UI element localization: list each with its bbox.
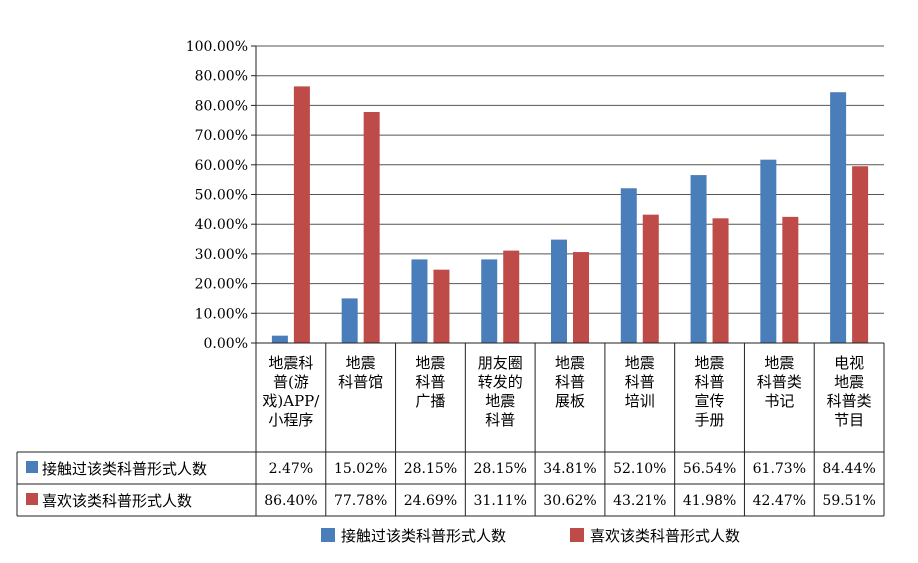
bar-1 (551, 239, 567, 343)
category-label: 科普 (555, 373, 585, 391)
bar-2 (573, 252, 589, 343)
y-tick-label: 40.00% (195, 217, 248, 233)
category-label: 书记 (764, 392, 794, 410)
bar-1 (620, 188, 637, 343)
table-cell: 59.51% (822, 493, 875, 509)
category-label: 宣传 (695, 392, 725, 410)
bar-1 (760, 159, 777, 343)
bar-1 (341, 298, 358, 343)
category-label: 地震 (346, 354, 376, 372)
bar-1 (830, 92, 847, 344)
table-cell: 24.69% (404, 493, 457, 509)
table-cell: 84.44% (822, 461, 875, 477)
category-label: 地震 (834, 373, 864, 391)
table-cell: 56.54% (683, 461, 736, 477)
bar-2 (433, 269, 450, 343)
table-cell: 52.10% (613, 461, 666, 477)
bar-1 (271, 335, 288, 343)
legend-swatch (570, 528, 584, 542)
category-label: 科普 (485, 411, 515, 429)
category-label: 地震 (555, 354, 585, 372)
y-tick-label: 70.00% (195, 128, 248, 144)
category-label: 手册 (695, 411, 725, 429)
table-cell: 77.78% (334, 493, 387, 509)
category-label: 小程序 (268, 411, 313, 429)
row-legend-swatch (26, 493, 38, 505)
y-tick-label: 80.00% (195, 98, 248, 114)
category-label: 地震 (625, 354, 655, 372)
category-label: 电视 (834, 354, 864, 372)
bar-2 (363, 111, 380, 343)
gridlines (255, 45, 884, 516)
table-cell: 61.73% (753, 461, 806, 477)
category-label: 科普类 (827, 392, 872, 410)
legend: 接触过该类科普形式人数 喜欢该类科普形式人数 (321, 527, 740, 545)
bars (271, 86, 869, 344)
category-label: 戏)APP/ (262, 392, 320, 410)
category-label: 转发的 (478, 373, 523, 391)
row-label: 喜欢该类科普形式人数 (42, 492, 192, 510)
table-cell: 31.11% (474, 493, 527, 509)
category-label: 科普 (415, 373, 445, 391)
category-label: 地震 (764, 354, 794, 372)
bar-1 (690, 175, 707, 343)
table-cell: 34.81% (543, 461, 596, 477)
y-tick-label: 60.00% (195, 158, 248, 174)
bar-1 (481, 259, 498, 343)
y-tick-label: 100.00% (186, 39, 248, 55)
bar-2 (642, 214, 659, 343)
table-cell: 42.47% (753, 493, 806, 509)
category-label: 展板 (555, 392, 585, 410)
y-tick-label: 20.00% (195, 277, 248, 293)
y-tick-label: 30.00% (195, 247, 248, 263)
category-label: 普(游 (273, 373, 309, 391)
y-tick-label: 0.00% (204, 336, 248, 352)
category-label: 培训 (625, 392, 655, 410)
category-label: 地震 (485, 392, 515, 410)
category-label: 地震 (695, 354, 725, 372)
table-cell: 43.21% (613, 493, 666, 509)
y-axis-ticks: 0.00% 10.00% 20.00% 30.00% 40.00% 50.00% 60.00… (186, 39, 256, 352)
table-cell: 28.15% (404, 461, 457, 477)
bar-2 (782, 216, 799, 343)
category-label: 科普馆 (338, 373, 383, 391)
table-cell: 2.47% (269, 461, 313, 477)
y-tick-label: 80.00% (195, 69, 248, 85)
table-cell: 86.40% (264, 493, 317, 509)
table-cell: 15.02% (334, 461, 387, 477)
row-legend-swatch (26, 461, 38, 473)
category-label: 广播 (415, 392, 445, 410)
category-label: 科普 (625, 373, 655, 391)
bar-2 (852, 166, 869, 343)
bar-2 (503, 250, 520, 343)
category-label: 科普 (695, 373, 725, 391)
category-label: 朋友圈 (478, 354, 523, 372)
legend-swatch (321, 528, 335, 542)
bar-2 (712, 218, 729, 343)
row-label: 接触过该类科普形式人数 (42, 460, 207, 478)
category-label: 节目 (834, 411, 864, 429)
y-tick-label: 50.00% (195, 188, 248, 204)
bar-1 (411, 259, 428, 343)
table-cell: 30.62% (543, 493, 596, 509)
legend-label: 喜欢该类科普形式人数 (590, 527, 740, 545)
table-cell: 41.98% (683, 493, 736, 509)
data-table: 地震科普(游戏)APP/小程序地震科普馆地震科普广播朋友圈转发的地震科普地震科普… (16, 342, 885, 517)
bar-2 (293, 86, 310, 343)
category-label: 地震科 (268, 354, 313, 372)
category-label: 科普类 (757, 373, 802, 391)
category-label: 地震 (415, 354, 445, 372)
legend-label: 接触过该类科普形式人数 (341, 527, 506, 545)
y-tick-label: 10.00% (195, 306, 248, 322)
table-cell: 28.15% (474, 461, 527, 477)
